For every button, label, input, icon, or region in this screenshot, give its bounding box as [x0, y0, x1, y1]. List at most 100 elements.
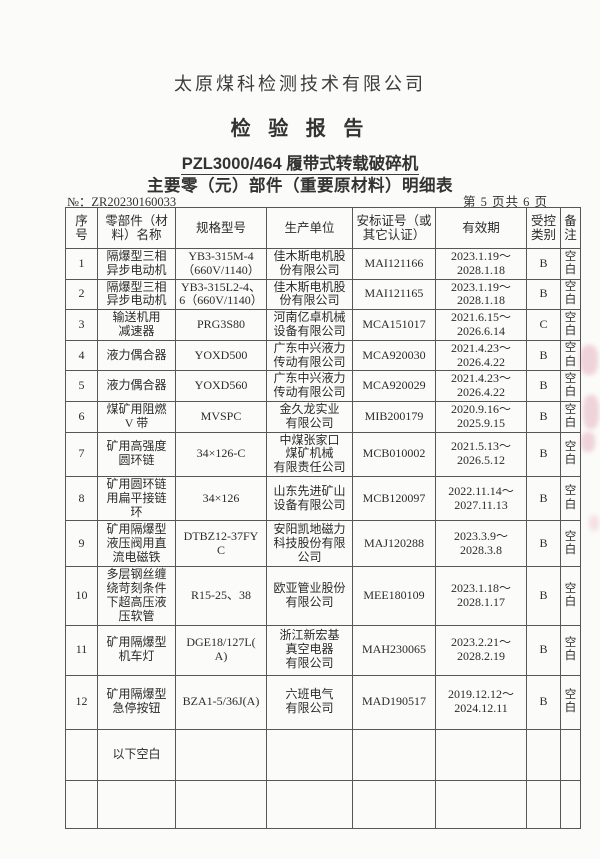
cell-no: 10 — [65, 566, 98, 626]
cell-model: YOXD500 — [175, 339, 267, 372]
cell-remark: 空白 — [560, 370, 581, 402]
report-number: №：ZR20230160033 — [67, 195, 177, 209]
stamp-smudge — [581, 432, 595, 452]
cell-maker: 佳木斯电机股 份有限公司 — [266, 278, 353, 311]
cell-model: YB3-315L2-4、 6（660V/1140） — [175, 278, 267, 311]
cell-ctrl: B — [526, 624, 561, 676]
cell-name: 矿用圆环链 用扁平接链 环 — [97, 475, 176, 522]
table-row: 5 液力偶合器 YOXD560 广东中兴液力 传动有限公司 MCA920029 2021.… — [65, 370, 581, 402]
cell-name: 隔爆型三相 异步电动机 — [97, 248, 176, 280]
cell-remark: 空白 — [560, 520, 581, 568]
cell-ctrl: B — [526, 520, 561, 568]
table-row: 1 隔爆型三相 异步电动机 YB3-315M-4 （660V/1140） 佳木斯电机股… — [65, 248, 581, 280]
cell-maker: 六班电气 有限公司 — [266, 674, 353, 730]
header-cell: 规格型号 — [175, 207, 267, 249]
cell-name: 输送机用 减速器 — [97, 309, 176, 341]
stamp-smudge — [589, 515, 599, 531]
cell-remark: 空白 — [560, 475, 581, 522]
table-row: 9 矿用隔爆型 液压阀用直 流电磁铁 DTBZ12-37FY C 安阳凯地磁力 科技股… — [65, 520, 581, 568]
cell-ctrl: B — [526, 400, 561, 433]
header-cell: 安标证号（或 其它认证） — [352, 207, 436, 249]
stamp-smudge — [583, 395, 599, 429]
table-row: 以下空白 — [65, 728, 581, 781]
cell-valid: 2023.2.21～ 2028.2.19 — [435, 624, 527, 676]
cell-remark: 空白 — [560, 309, 581, 341]
table-row: 2 隔爆型三相 异步电动机 YB3-315L2-4、 6（660V/1140） 佳木斯… — [65, 278, 581, 311]
cell-maker: 山东先进矿山 设备有限公司 — [266, 475, 353, 522]
cell-cert: MAJ120288 — [352, 520, 436, 568]
cell-cert — [352, 779, 436, 829]
cell-model: BZA1-5/36J(A) — [175, 674, 267, 730]
cell-ctrl: B — [526, 475, 561, 522]
cell-maker: 金久龙实业 有限公司 — [266, 400, 353, 433]
cell-valid: 2023.1.19～ 2028.1.18 — [435, 278, 527, 311]
header-cell: 零部件（材 料）名称 — [97, 207, 176, 249]
cell-cert: MCA920029 — [352, 370, 436, 402]
cell-cert: MAI121166 — [352, 248, 436, 280]
cell-remark: 空白 — [560, 339, 581, 372]
cell-remark: 空白 — [560, 431, 581, 477]
cell-valid: 2021.4.23～ 2026.4.22 — [435, 339, 527, 372]
cell-valid: 2022.11.14～ 2027.11.13 — [435, 475, 527, 522]
cell-cert: MAI121165 — [352, 278, 436, 311]
cell-valid: 2019.12.12～ 2024.12.11 — [435, 674, 527, 730]
cell-remark: 空白 — [560, 248, 581, 280]
cell-model — [175, 728, 267, 781]
cell-remark: 空白 — [560, 566, 581, 626]
cell-model — [175, 779, 267, 829]
cell-ctrl: C — [526, 309, 561, 341]
cell-maker: 河南亿卓机械 设备有限公司 — [266, 309, 353, 341]
cell-no: 6 — [65, 400, 98, 433]
parts-table: 序 号零部件（材 料）名称 规格型号 生产单位 安标证号（或 其它认证） 有效期 受控 类… — [65, 207, 581, 829]
cell-remark — [560, 779, 581, 829]
cell-no: 3 — [65, 309, 98, 341]
cell-ctrl: B — [526, 674, 561, 730]
table-row: 7 矿用高强度 圆环链 34×126-C 中煤张家口 煤矿机械 有限责任公司 MCB01… — [65, 431, 581, 477]
cell-remark: 空白 — [560, 624, 581, 676]
table-row: 12 矿用隔爆型 急停按钮 BZA1-5/36J(A) 六班电气 有限公司 MAD190… — [65, 674, 581, 730]
cell-no: 11 — [65, 624, 98, 676]
cell-no: 9 — [65, 520, 98, 568]
cell-model: 34×126 — [175, 475, 267, 522]
cell-cert — [352, 728, 436, 781]
cell-no: 4 — [65, 339, 98, 372]
cell-ctrl: B — [526, 370, 561, 402]
cell-no: 12 — [65, 674, 98, 730]
cell-maker: 广东中兴液力 传动有限公司 — [266, 339, 353, 372]
cell-maker — [266, 728, 353, 781]
cell-ctrl: B — [526, 566, 561, 626]
table-row: 6 煤矿用阻燃 V 带 MVSPC 金久龙实业 有限公司 MIB200179 2020.9… — [65, 400, 581, 433]
table-row — [65, 779, 581, 829]
cell-cert: MCB120097 — [352, 475, 436, 522]
cell-name: 多层钢丝缠 绕苛刻条件 下超高压液 压软管 — [97, 566, 176, 626]
cell-cert: MAH230065 — [352, 624, 436, 676]
header-row: 序 号零部件（材 料）名称 规格型号 生产单位 安标证号（或 其它认证） 有效期 受控 类… — [65, 207, 581, 249]
company-name: 太原煤科检测技术有限公司 — [174, 74, 426, 94]
cell-no — [65, 779, 98, 829]
cell-name: 隔爆型三相 异步电动机 — [97, 278, 176, 311]
cell-ctrl: B — [526, 339, 561, 372]
list-title: 主要零（元）部件（重要原材料）明细表 — [147, 177, 453, 195]
cell-maker: 欧亚管业股份 有限公司 — [266, 566, 353, 626]
cell-ctrl: B — [526, 248, 561, 280]
header-cell: 生产单位 — [266, 207, 353, 249]
cell-maker: 浙江新宏基 真空电器 有限公司 — [266, 624, 353, 676]
cell-name: 液力偶合器 — [97, 370, 176, 402]
cell-model: MVSPC — [175, 400, 267, 433]
table-row: 4 液力偶合器 YOXD500 广东中兴液力 传动有限公司 MCA920030 2021.… — [65, 339, 581, 372]
cell-valid: 2020.9.16～ 2025.9.15 — [435, 400, 527, 433]
cell-no: 5 — [65, 370, 98, 402]
machine-title-text: PZL3000/464 履带式转载破碎机 — [180, 155, 420, 175]
table-row: 10 多层钢丝缠 绕苛刻条件 下超高压液 压软管 R15-25、38 欧亚管业股份 有… — [65, 566, 581, 626]
cell-name: 矿用隔爆型 液压阀用直 流电磁铁 — [97, 520, 176, 568]
cell-ctrl — [526, 728, 561, 781]
cell-cert: MAD190517 — [352, 674, 436, 730]
cell-ctrl: B — [526, 278, 561, 311]
cell-maker: 广东中兴液力 传动有限公司 — [266, 370, 353, 402]
cell-valid: 2023.1.18～ 2028.1.17 — [435, 566, 527, 626]
cell-ctrl — [526, 779, 561, 829]
header-cell: 受控 类别 — [526, 207, 561, 249]
cell-model: YOXD560 — [175, 370, 267, 402]
cell-valid: 2021.5.13～ 2026.5.12 — [435, 431, 527, 477]
